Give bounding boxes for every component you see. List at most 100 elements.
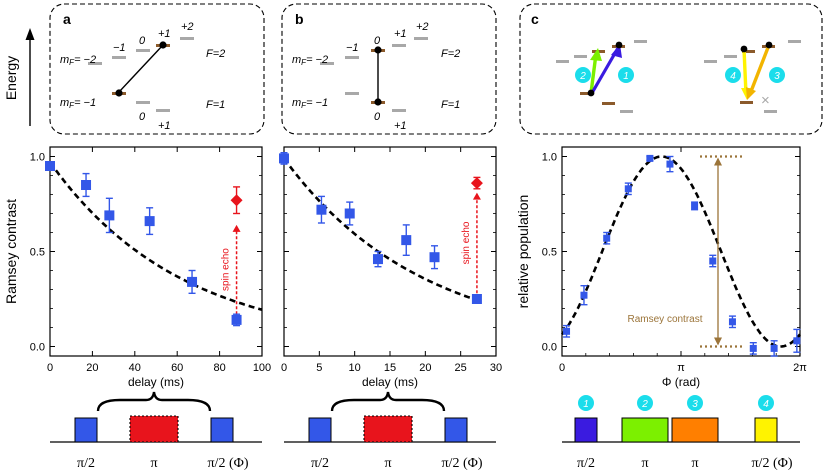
pulse-label: π: [641, 456, 648, 471]
pulse-pi-half-2: [210, 417, 234, 443]
a-m1-upper: −1: [113, 42, 126, 54]
data-point: [144, 216, 155, 227]
data-point: [187, 276, 198, 287]
b-f2-label: F=2: [441, 48, 460, 60]
data-point: [709, 257, 717, 265]
c1-level: [574, 55, 587, 58]
a-f2-label: F=2: [206, 48, 225, 60]
x-tick-label: 0: [559, 362, 565, 374]
pulse-label: π/2: [577, 456, 595, 471]
atom-b-lower: [374, 98, 382, 106]
ramsey-label-bg: [614, 311, 716, 326]
c2-level: [788, 40, 801, 43]
c-atom-left-lower: [587, 89, 595, 97]
panel-b-letter: b: [295, 11, 304, 27]
level-a-f2-m0: [136, 49, 150, 52]
data-point: [81, 180, 92, 190]
x-tick-label: 40: [129, 362, 141, 374]
level-b-f2-m-2: [320, 62, 334, 65]
x-tick-label: 20: [86, 362, 98, 374]
data-point: [666, 160, 674, 168]
delay-brace: [96, 391, 212, 412]
a-p2-upper: +2: [181, 21, 194, 33]
spin-echo-label: spin echo: [461, 221, 472, 264]
pulse-label: π: [691, 456, 698, 471]
data-point: [624, 185, 632, 193]
data-point: [728, 318, 736, 326]
level-b-f2-p2: [414, 37, 428, 40]
level-a-f2-m-2: [88, 62, 102, 65]
pulse-c-number-2: [637, 395, 653, 411]
pulse-pi-half-2: [444, 417, 468, 443]
pulse-sequence-b: π/2 π π/2 (Φ): [284, 391, 496, 471]
c-arrow-2-head: [590, 48, 602, 61]
c-circle-4-label: 4: [730, 71, 736, 82]
c-circle-2-label: 2: [579, 71, 586, 82]
data-point: [646, 154, 654, 162]
x-tick-label: 2π: [793, 362, 807, 374]
level-a-f1-m0: [136, 101, 150, 104]
data-point: [580, 291, 588, 299]
pulse-pi-echo: [129, 415, 179, 443]
panel-a-box: [49, 3, 265, 135]
pulse-sequence-a: π/2 π π/2 (Φ): [50, 391, 262, 471]
energy-arrow-head: [25, 28, 35, 40]
b-f1-label: F=1: [441, 99, 460, 111]
panel-c-plot: 0 π 2π 0.0 0.5 1.0 Φ (rad) relative population R…: [515, 146, 807, 389]
c-cross: ×: [761, 92, 770, 109]
c-atom-right-a: [740, 45, 748, 53]
x-tick-label: 20: [419, 362, 431, 374]
y-tick-label: 0.0: [30, 342, 45, 354]
a-f1-label: F=1: [206, 99, 225, 111]
data-point: [563, 327, 571, 335]
pulse-c-number-1-label: 1: [583, 399, 589, 410]
data-point: [770, 344, 778, 352]
level-a-f2-p2: [180, 37, 194, 40]
panel-b-plot: 0 5 10 15 20 25 30 delay (ms) spin echo: [279, 146, 502, 389]
pulse-pi-echo: [363, 415, 413, 443]
pulse-label: π/2 (Φ): [441, 456, 482, 471]
c-circle-4: [725, 67, 741, 83]
pulse-c-number-1: [578, 395, 594, 411]
y-tick-label: 0.0: [542, 342, 557, 354]
data-point: [603, 234, 611, 242]
data-point: [401, 235, 412, 246]
pulse-label: π/2: [311, 456, 329, 471]
c1-level: [634, 40, 647, 43]
y-axis-label: relative population: [515, 195, 531, 309]
c-circle-1-label: 1: [623, 71, 629, 82]
x-tick-label: 0: [47, 362, 53, 374]
data-point: [231, 314, 242, 325]
c-arrow-4: [742, 48, 748, 95]
y-axis-label: Ramsey contrast: [3, 199, 19, 304]
panel-b-level-diagram: b mF= −2 −1 0 +1 +2 F=2 mF= −1 0 +1 F=1: [281, 3, 497, 135]
pulse-label: π: [150, 456, 157, 471]
c1-level: [580, 92, 593, 95]
c2-level: [764, 110, 777, 113]
level-b-f2-p1: [392, 44, 406, 47]
pulse-label: π/2: [77, 456, 95, 471]
fit-curve: [282, 157, 483, 304]
a-mf-upper-label: mF= −2: [60, 54, 96, 67]
pulse-sequence-c: 1 2 3 4 π/2 π π π/2 (Φ): [562, 395, 800, 471]
spin-echo-point: [230, 194, 243, 207]
fit-curve: [48, 161, 263, 312]
data-point: [45, 161, 55, 171]
level-b-f2-m-1: [345, 56, 359, 59]
x-axis-label: delay (ms): [362, 375, 418, 389]
pulse-c-number-4-label: 4: [763, 399, 769, 410]
x-axis-label: Φ (rad): [662, 375, 700, 389]
c-arrow-3: [748, 44, 771, 95]
data-point: [429, 252, 440, 263]
energy-label: Energy: [3, 56, 19, 100]
pulse-c3: [671, 417, 719, 443]
c-arrow-3-head: [746, 87, 756, 100]
data-point: [104, 210, 115, 221]
ramsey-arrow-head-top: [714, 157, 722, 166]
x-tick-label: 30: [490, 362, 502, 374]
b-m1-upper: −1: [346, 42, 359, 54]
data-point: [279, 153, 289, 164]
c-atom-right-b: [765, 41, 773, 49]
c2-level: [724, 55, 737, 58]
